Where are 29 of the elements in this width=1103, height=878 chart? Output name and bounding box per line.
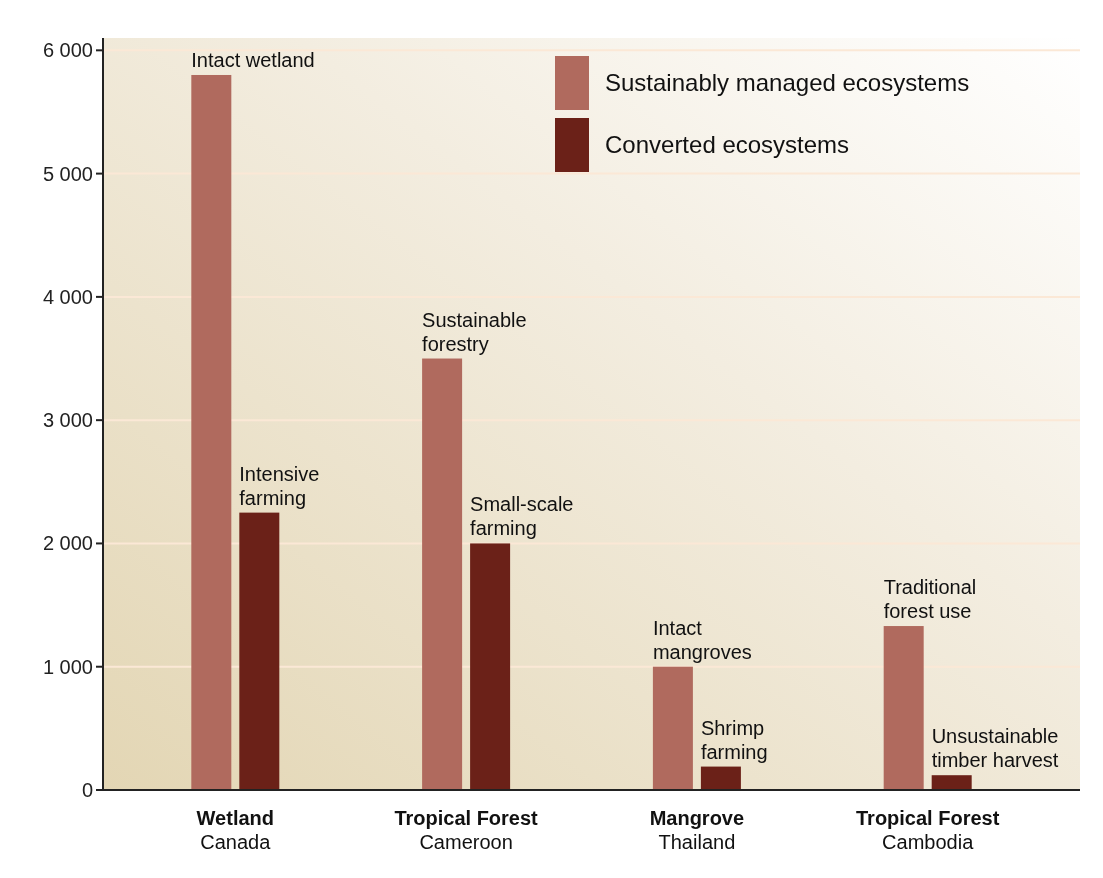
y-tick-label: 2 000 — [42, 532, 93, 555]
bar — [652, 666, 693, 790]
annotation: Shrimp farming — [700, 716, 768, 763]
annotation: Intact wetland — [191, 48, 315, 71]
annotation: Unsustainable timber harvest — [931, 725, 1059, 772]
y-tick-label: 0 — [81, 779, 93, 801]
bar — [191, 74, 232, 790]
annotation: Intact mangroves — [652, 616, 752, 663]
y-tick-label: 6 000 — [42, 39, 93, 62]
annotation: Traditional forest use — [883, 576, 977, 623]
x-tick-label: Wetland Canada — [196, 807, 275, 853]
y-tick-label: 4 000 — [42, 285, 93, 308]
bar — [931, 775, 972, 790]
annotation: Small-scale farming — [470, 493, 574, 540]
bar — [239, 512, 280, 790]
y-tick-label: 3 000 — [42, 409, 93, 432]
bar — [422, 358, 463, 790]
y-tick-label: 1 000 — [42, 655, 93, 678]
bar — [700, 766, 741, 790]
x-tick-label: Mangrove Thailand — [649, 807, 745, 853]
x-tick-label: Tropical Forest Cambodia — [856, 807, 1000, 853]
annotation: Sustainable forestry — [422, 308, 527, 355]
annotation: Intensive farming — [239, 462, 320, 509]
legend-label: Sustainably managed ecosystems — [605, 69, 970, 97]
x-tick-label: Tropical Forest Cameroon — [394, 807, 539, 853]
bar — [470, 543, 511, 790]
bar — [883, 626, 924, 790]
legend-label: Converted ecosystems — [605, 131, 850, 159]
y-tick-label: 5 000 — [42, 162, 93, 185]
